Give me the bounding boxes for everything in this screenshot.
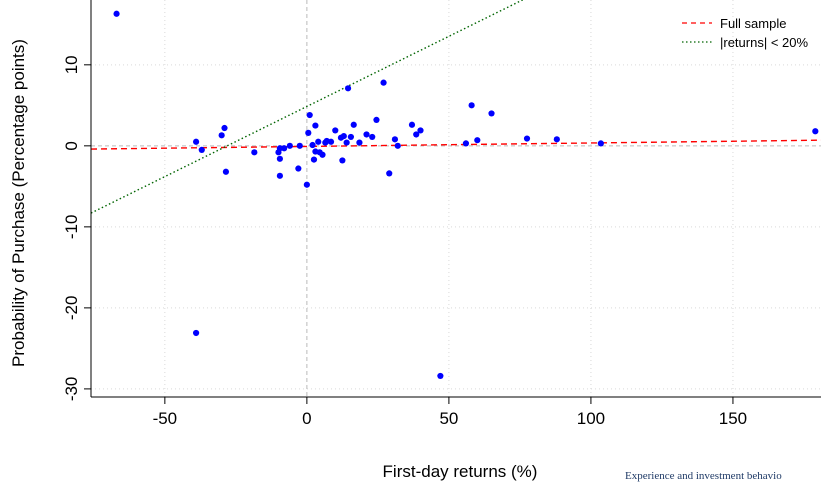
data-point [276, 155, 283, 162]
y-axis-title: Probability of Purchase (Percentage poin… [9, 39, 28, 367]
data-point [305, 129, 312, 136]
data-point [344, 85, 352, 92]
x-tick-label: 150 [719, 409, 747, 428]
data-point [339, 157, 346, 164]
y-tick-label: -20 [62, 296, 81, 321]
fit-line-1 [91, 139, 821, 150]
data-point [347, 133, 355, 141]
data-point [408, 121, 416, 128]
data-point [309, 141, 316, 149]
data-point [198, 146, 205, 153]
data-point [340, 133, 347, 140]
data-point [251, 149, 258, 156]
fit-line-2 [91, 0, 525, 214]
data-point [523, 135, 531, 142]
x-tick-label: 50 [439, 409, 458, 428]
data-point [488, 110, 495, 117]
data-point [394, 142, 401, 149]
data-points [113, 10, 819, 380]
data-point [221, 124, 228, 132]
data-point [332, 127, 339, 134]
legend-label-full-sample: Full sample [720, 16, 786, 31]
data-point [373, 116, 380, 124]
x-tick-label: 100 [577, 409, 605, 428]
x-axis-title: First-day returns (%) [383, 462, 538, 481]
data-point [356, 139, 363, 146]
data-point [192, 329, 200, 337]
data-point [222, 168, 230, 175]
data-point [386, 170, 393, 177]
data-point [312, 122, 319, 129]
data-point [306, 111, 313, 119]
data-point [812, 128, 819, 135]
data-point [296, 142, 303, 149]
data-point [380, 79, 387, 86]
data-point [192, 138, 200, 145]
data-point [363, 131, 370, 138]
data-point [113, 10, 120, 17]
y-tick-label: 0 [62, 141, 81, 150]
axes: -50 0 50 100 150 -30 -20 -10 0 10 [62, 55, 747, 428]
data-point [327, 138, 335, 145]
data-point [597, 140, 604, 147]
grid-lines [91, 0, 821, 397]
data-point [319, 151, 326, 158]
y-tick-label: 10 [62, 55, 81, 74]
data-point [553, 136, 560, 143]
data-point [310, 156, 318, 163]
data-point [343, 139, 350, 146]
x-tick-label: -50 [153, 409, 178, 428]
legend: Full sample |returns| < 20% [682, 16, 808, 50]
data-point [462, 140, 470, 147]
data-point [474, 137, 481, 144]
data-point [369, 133, 376, 141]
y-tick-label: -30 [62, 377, 81, 402]
data-point [295, 165, 302, 172]
data-point [276, 172, 283, 179]
data-point [303, 181, 310, 188]
data-point [417, 127, 424, 134]
data-point [276, 145, 283, 152]
data-point [468, 102, 475, 109]
data-point [281, 145, 288, 152]
x-tick-label: 0 [302, 409, 311, 428]
data-point [391, 136, 399, 143]
reference-lines [91, 0, 821, 397]
data-point [437, 372, 444, 380]
footer-caption: Experience and investment behavio [625, 470, 782, 482]
data-point [413, 131, 420, 138]
data-point [315, 138, 322, 145]
y-tick-label: -10 [62, 215, 81, 240]
legend-label-small-returns: |returns| < 20% [720, 35, 808, 50]
data-point [350, 121, 357, 128]
fit-lines [91, 0, 821, 214]
data-point [286, 142, 293, 149]
data-point [218, 132, 225, 139]
